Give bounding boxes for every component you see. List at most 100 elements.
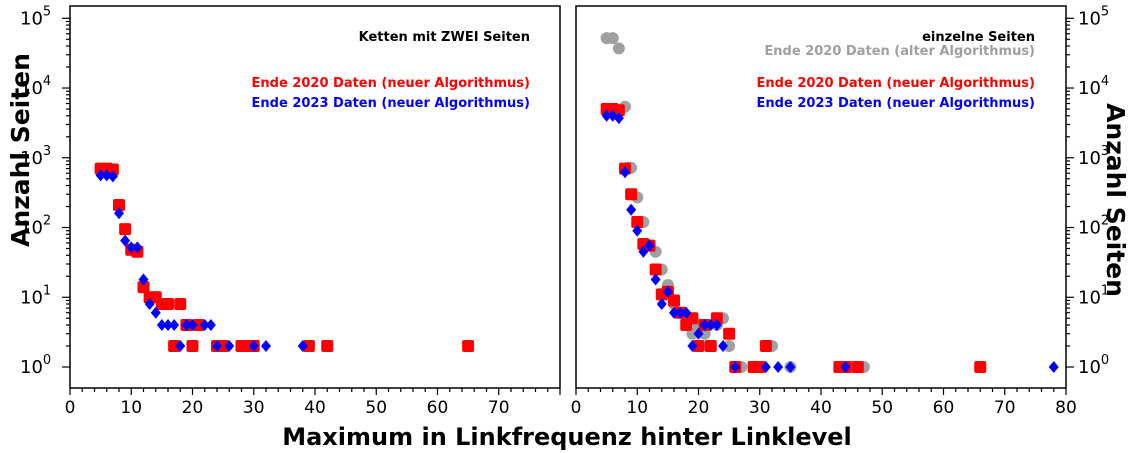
x-tick-label: 60 [427, 398, 449, 418]
data-point-diamond [650, 273, 661, 286]
data-point-diamond [101, 169, 112, 182]
y-tick-label: 101 [20, 283, 51, 308]
data-point-diamond [95, 169, 106, 182]
x-tick-label: 50 [871, 398, 893, 418]
data-point-diamond [126, 241, 137, 254]
x-tick-label: 20 [688, 398, 710, 418]
data-point-square [851, 361, 864, 374]
x-tick-label: 10 [120, 398, 142, 418]
data-point-diamond [150, 306, 161, 319]
data-point-square [723, 327, 736, 340]
data-point-diamond [114, 207, 124, 220]
data-point-diamond [175, 340, 186, 353]
data-point-square [625, 188, 638, 201]
x-tick-label: 0 [65, 398, 76, 418]
legend-entry: Ende 2023 Daten (neuer Algorithmus) [757, 96, 1035, 111]
data-point-square [192, 319, 205, 332]
data-point-diamond [760, 361, 771, 374]
x-tick-label: 30 [749, 398, 771, 418]
data-point-square [462, 340, 475, 353]
panel-title: Ketten mit ZWEI Seiten [359, 30, 530, 45]
data-point-diamond [638, 245, 649, 258]
y-tick-label: 105 [20, 4, 51, 29]
y-tick-label: 104 [20, 74, 51, 99]
data-point-diamond [687, 340, 698, 353]
y-tick-label: 102 [1078, 214, 1109, 239]
data-point-circle [612, 42, 625, 55]
data-point-square [168, 340, 181, 353]
data-point-diamond [1048, 361, 1059, 374]
legend-entry: Ende 2020 Daten (neuer Algorithmus) [252, 76, 530, 91]
data-point-diamond [120, 234, 131, 247]
y-tick-label: 100 [20, 353, 51, 378]
data-point-diamond [205, 319, 216, 332]
legend-entry: Ende 2020 Daten (alter Algorithmus) [764, 44, 1035, 59]
x-tick-label: 70 [994, 398, 1016, 418]
data-point-diamond [840, 361, 851, 374]
y-tick-label: 105 [1078, 4, 1109, 29]
data-point-diamond [187, 319, 198, 332]
data-point-square [186, 340, 199, 353]
data-point-diamond [773, 361, 784, 374]
plot-frame [575, 5, 1067, 389]
data-point-diamond [224, 340, 235, 353]
data-point-diamond [730, 361, 741, 374]
x-tick-label: 50 [365, 398, 387, 418]
data-point-square [704, 340, 717, 353]
data-point-square [174, 298, 187, 311]
legend-entry: Ende 2023 Daten (neuer Algorithmus) [252, 96, 530, 111]
y-tick-label: 101 [1078, 283, 1109, 308]
y-axis-label-left: Anzahl Seiten [6, 53, 35, 247]
x-tick-label: 30 [243, 398, 265, 418]
series-square [600, 103, 987, 374]
x-tick-label: 10 [626, 398, 648, 418]
data-point-diamond [163, 319, 173, 332]
x-axis-label: Maximum in Linkfrequenz hinter Linklevel [282, 423, 852, 451]
data-point-diamond [212, 340, 222, 353]
data-point-diamond [156, 319, 167, 332]
data-point-diamond [662, 285, 673, 298]
data-point-diamond [138, 273, 149, 286]
x-tick-label: 40 [304, 398, 326, 418]
data-point-square [612, 104, 625, 117]
data-point-diamond [711, 319, 722, 332]
x-tick-label: 60 [933, 398, 955, 418]
data-point-diamond [656, 298, 667, 311]
y-tick-label: 100 [1078, 353, 1109, 378]
data-point-square [113, 199, 125, 212]
data-point-diamond [785, 361, 796, 374]
y-tick-label: 103 [20, 144, 51, 169]
y-axis-label-right: Anzahl Seiten [1101, 103, 1130, 297]
series-square [94, 162, 475, 353]
data-point-diamond [601, 109, 612, 122]
data-point-square [753, 361, 766, 374]
y-tick-label: 104 [1078, 74, 1109, 99]
data-point-diamond [181, 319, 192, 332]
data-point-square [106, 163, 119, 176]
data-point-diamond [681, 306, 692, 319]
data-point-square [302, 340, 315, 353]
data-point-circle [723, 340, 736, 353]
data-point-square [649, 263, 662, 276]
y-tick-label: 102 [20, 214, 51, 239]
data-point-diamond [144, 298, 155, 311]
data-point-square [974, 361, 987, 374]
series-diamond [601, 109, 1059, 374]
legend-entry: Ende 2020 Daten (neuer Algorithmus) [757, 76, 1035, 91]
data-point-square [668, 294, 680, 307]
x-tick-label: 0 [571, 398, 582, 418]
data-point-diamond [199, 319, 210, 332]
data-point-diamond [644, 239, 655, 252]
data-point-circle [606, 32, 619, 45]
data-point-diamond [169, 319, 180, 332]
x-tick-label: 80 [1055, 398, 1077, 418]
data-point-square [321, 340, 334, 353]
data-point-diamond [613, 112, 624, 125]
data-point-square [710, 312, 723, 325]
data-point-square [137, 281, 150, 294]
data-point-diamond [669, 306, 679, 319]
data-point-diamond [620, 166, 630, 179]
y-tick-label: 103 [1078, 144, 1109, 169]
data-point-diamond [675, 306, 686, 319]
